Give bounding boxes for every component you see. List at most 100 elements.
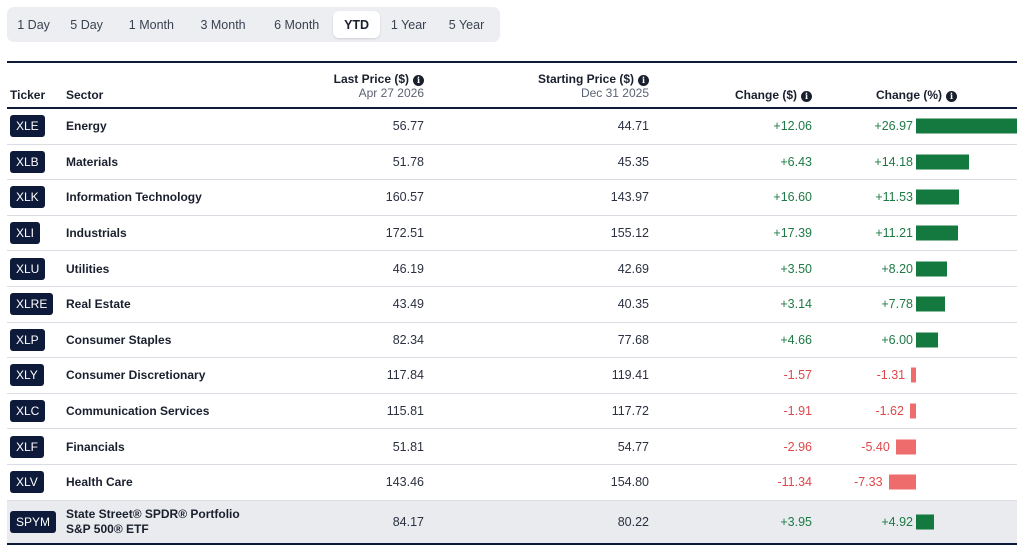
starting-price-value: 42.69 — [617, 261, 649, 276]
column-header-change-dollar[interactable]: Change ($) i — [735, 88, 812, 102]
table-header: Ticker Sector Last Price ($) i Apr 27 202… — [7, 63, 1017, 109]
starting-price-value: 143.97 — [610, 190, 649, 205]
starting-price-label: Starting Price ($) — [537, 72, 634, 86]
tab-1-year[interactable]: 1 Year — [390, 17, 427, 32]
ticker-badge[interactable]: XLU — [10, 257, 46, 280]
tab-5-day[interactable]: 5 Day — [70, 17, 103, 32]
starting-price-value: 117.72 — [611, 404, 649, 419]
tab-6-month[interactable]: 6 Month — [274, 17, 320, 32]
change-pct-value: +6.00 — [881, 332, 913, 347]
table-row[interactable]: XLB Materials 51.78 45.35 +6.43 +14.18 — [7, 145, 1017, 181]
last-price-value: 51.78 — [392, 154, 424, 169]
last-price-label: Last Price ($) — [333, 72, 409, 86]
starting-price-value: 154.80 — [610, 475, 649, 490]
last-price-value: 43.49 — [392, 297, 424, 312]
table-row[interactable]: XLI Industrials 172.51 155.12 +17.39 +11… — [7, 216, 1017, 252]
tab-3-month[interactable]: 3 Month — [200, 17, 246, 32]
change-dollar-value: +17.39 — [773, 226, 812, 241]
sector-name: Real Estate — [66, 297, 131, 312]
change-pct-bar — [916, 154, 970, 170]
info-icon[interactable]: i — [801, 91, 812, 102]
column-header-last-price[interactable]: Last Price ($) i Apr 27 2026 — [334, 72, 424, 100]
sector-name: Consumer Staples — [66, 332, 172, 347]
ticker-badge[interactable]: XLP — [10, 328, 45, 351]
change-dollar-value: -2.96 — [783, 439, 813, 454]
column-header-sector[interactable]: Sector — [66, 88, 104, 102]
last-price-value: 84.17 — [392, 514, 424, 529]
tab-1-day[interactable]: 1 Day — [17, 17, 50, 32]
last-price-value: 172.51 — [385, 226, 424, 241]
table-row[interactable]: XLY Consumer Discretionary 117.84 119.41… — [7, 358, 1017, 394]
ticker-badge[interactable]: SPYM — [10, 510, 57, 533]
info-icon[interactable]: i — [946, 91, 957, 102]
change-pct-value: -7.33 — [854, 475, 883, 490]
change-dollar-value: -1.57 — [783, 368, 813, 383]
change-pct-value: +7.78 — [881, 297, 913, 312]
last-price-value: 143.46 — [385, 475, 424, 490]
sector-name: Information Technology — [66, 190, 202, 205]
ticker-badge[interactable]: XLC — [10, 400, 46, 423]
column-header-change-pct[interactable]: Change (%) i — [876, 88, 957, 102]
last-price-value: 56.77 — [392, 119, 424, 134]
change-pct-bar — [916, 225, 958, 241]
ticker-badge[interactable]: XLY — [10, 364, 44, 387]
info-icon[interactable]: i — [638, 75, 649, 86]
change-dollar-value: +12.06 — [773, 119, 812, 134]
column-header-starting-price[interactable]: Starting Price ($) i Dec 31 2025 — [538, 72, 649, 100]
ticker-badge[interactable]: XLRE — [10, 293, 54, 316]
sector-name: Energy — [66, 119, 107, 134]
last-price-value: 82.34 — [392, 332, 424, 347]
starting-price-date: Dec 31 2025 — [580, 86, 649, 100]
info-icon[interactable]: i — [413, 75, 424, 86]
change-pct-value: -1.62 — [875, 404, 904, 419]
change-pct-bar — [895, 439, 916, 455]
tab-1-month[interactable]: 1 Month — [128, 17, 174, 32]
table-top-border — [7, 61, 1017, 63]
last-price-value: 46.19 — [392, 261, 424, 276]
sector-name: State Street® SPDR® Portfolio S&P 500® E… — [66, 506, 240, 536]
change-pct-value: +4.92 — [881, 514, 913, 529]
table-row[interactable]: XLF Financials 51.81 54.77 -2.96 -5.40 — [7, 429, 1017, 465]
ticker-badge[interactable]: XLB — [10, 150, 45, 173]
sector-name: Consumer Discretionary — [66, 368, 206, 383]
starting-price-value: 40.35 — [617, 297, 649, 312]
change-pct-value: +11.21 — [875, 226, 913, 241]
change-pct-bar — [888, 474, 916, 490]
last-price-date: Apr 27 2026 — [358, 86, 424, 100]
table-row[interactable]: XLE Energy 56.77 44.71 +12.06 +26.97 — [7, 109, 1017, 145]
table-row[interactable]: XLP Consumer Staples 82.34 77.68 +4.66 +… — [7, 323, 1017, 359]
change-pct-value: +8.20 — [881, 261, 913, 276]
change-dollar-value: -11.34 — [777, 475, 812, 490]
table-row[interactable]: XLK Information Technology 160.57 143.97… — [7, 180, 1017, 216]
starting-price-value: 80.22 — [617, 514, 649, 529]
change-pct-value: -1.31 — [876, 368, 906, 383]
sector-name: Industrials — [66, 226, 127, 241]
tab-5-year[interactable]: 5 Year — [448, 17, 485, 32]
ticker-badge[interactable]: XLF — [10, 435, 45, 458]
sector-name: Communication Services — [66, 404, 210, 419]
change-dollar-value: +3.14 — [780, 297, 812, 312]
table-row[interactable]: XLU Utilities 46.19 42.69 +3.50 +8.20 — [7, 251, 1017, 287]
sector-name: Health Care — [66, 475, 133, 490]
table-row[interactable]: SPYM State Street® SPDR® Portfolio S&P 5… — [7, 500, 1017, 545]
table-row[interactable]: XLV Health Care 143.46 154.80 -11.34 -7.… — [7, 465, 1017, 501]
table-row[interactable]: XLC Communication Services 115.81 117.72… — [7, 394, 1017, 430]
ticker-badge[interactable]: XLV — [10, 471, 44, 494]
change-pct-bar — [916, 189, 960, 205]
ticker-badge[interactable]: XLE — [10, 115, 45, 138]
last-price-value: 115.81 — [386, 404, 424, 419]
starting-price-value: 155.12 — [610, 226, 649, 241]
sector-performance-table: Ticker Sector Last Price ($) i Apr 27 202… — [7, 61, 1017, 545]
change-pct-bar — [916, 332, 939, 348]
column-header-ticker[interactable]: Ticker — [10, 88, 46, 102]
tab-ytd[interactable]: YTD — [333, 11, 381, 38]
ticker-badge[interactable]: XLK — [10, 186, 45, 209]
change-dollar-label: Change ($) — [734, 88, 797, 102]
change-pct-label: Change (%) — [876, 88, 942, 102]
last-price-value: 117.84 — [386, 368, 424, 383]
change-pct-bar — [916, 296, 946, 312]
ticker-badge[interactable]: XLI — [10, 222, 41, 245]
table-row[interactable]: XLRE Real Estate 43.49 40.35 +3.14 +7.78 — [7, 287, 1017, 323]
sector-name: Materials — [66, 154, 119, 169]
change-dollar-value: +3.50 — [780, 261, 812, 276]
